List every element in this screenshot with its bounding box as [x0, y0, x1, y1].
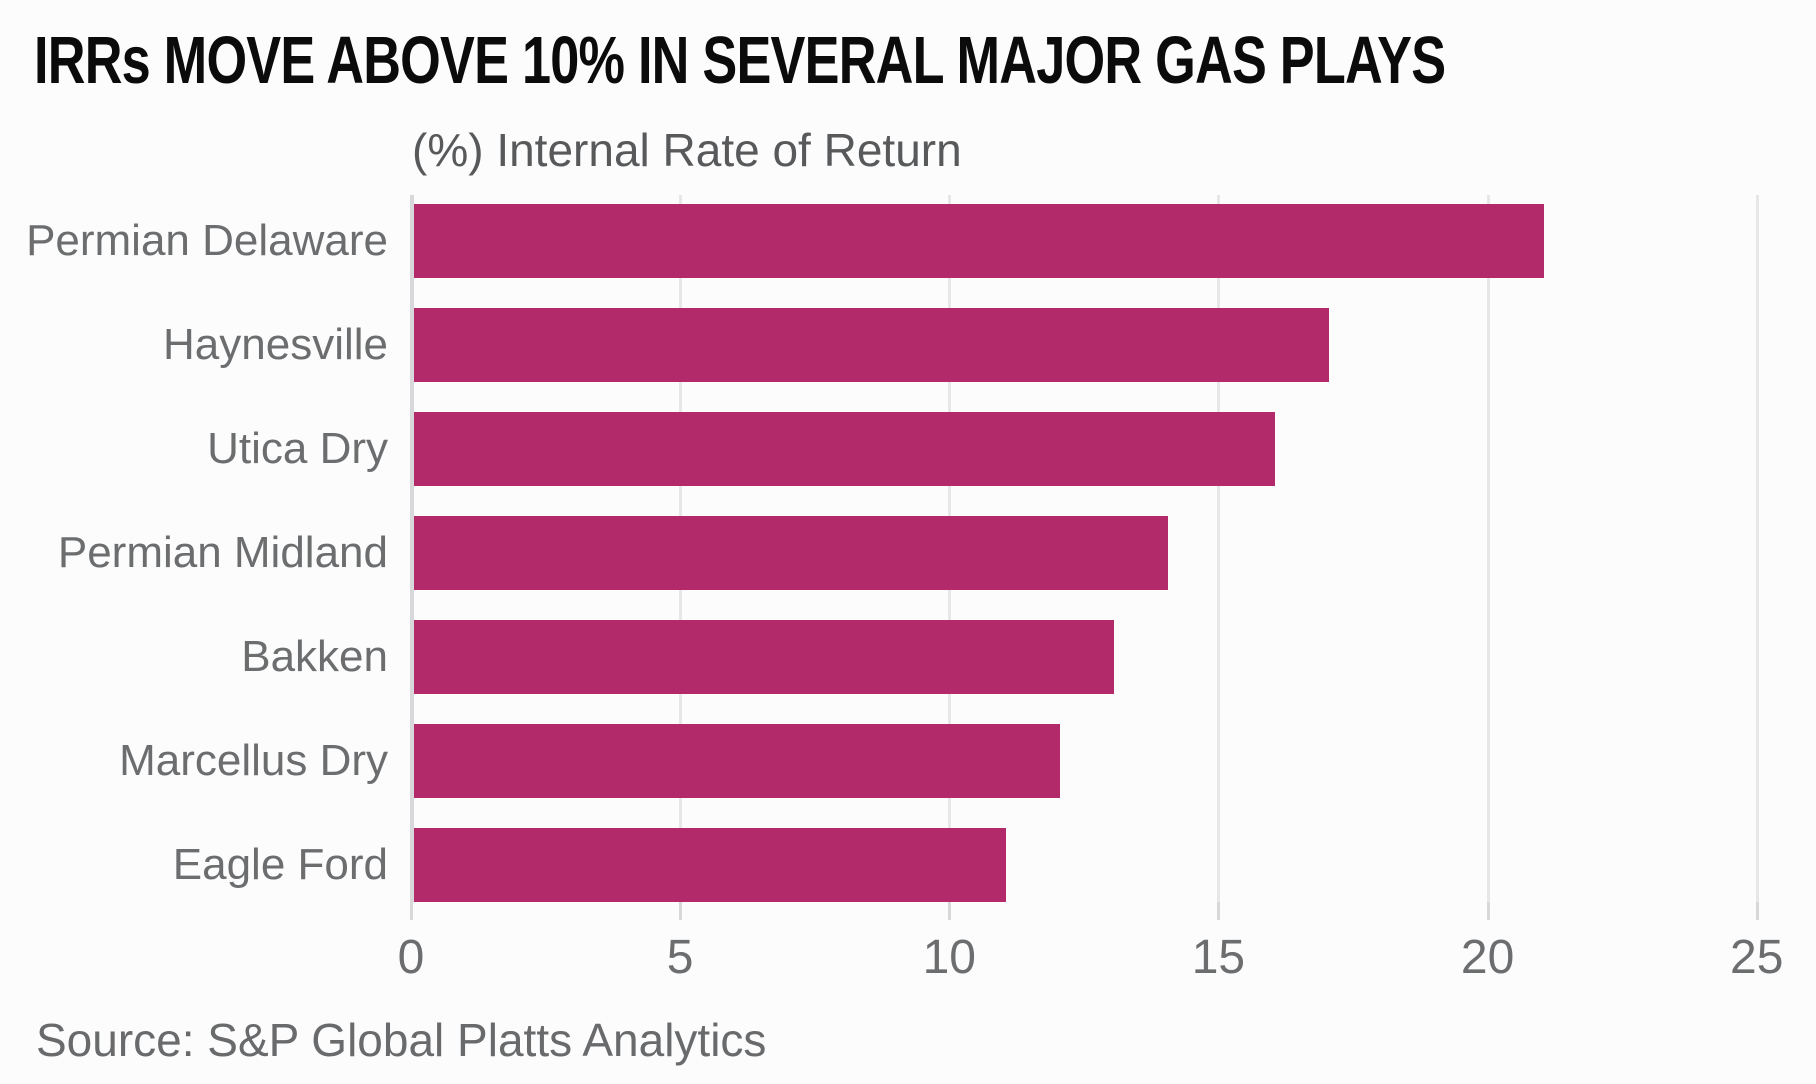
category-label-permian-midland: Permian Midland [57, 528, 388, 577]
tick-label-0: 0 [397, 931, 425, 984]
bar-utica-dry [414, 412, 1276, 486]
category-label-permian-delaware: Permian Delaware [26, 216, 388, 265]
category-label-utica-dry: Utica Dry [207, 424, 388, 473]
category-label-haynesville: Haynesville [163, 320, 388, 369]
tick-mark-20 [1486, 902, 1490, 920]
bar-eagle-ford [414, 828, 1007, 902]
category-label-eagle-ford: Eagle Ford [172, 840, 388, 889]
tick-label-15: 15 [1191, 931, 1246, 984]
category-label-marcellus-dry: Marcellus Dry [119, 736, 388, 785]
gridline-x-15 [1217, 195, 1221, 902]
tick-mark-10 [948, 902, 952, 920]
tick-label-5: 5 [666, 931, 694, 984]
source-note: Source: S&P Global Platts Analytics [36, 1014, 767, 1066]
bar-haynesville [414, 308, 1330, 382]
chart-title: IRRs MOVE ABOVE 10% IN SEVERAL MAJOR GAS… [34, 23, 1446, 98]
tick-label-10: 10 [922, 931, 976, 984]
bar-marcellus-dry [414, 724, 1060, 798]
tick-label-25: 25 [1730, 931, 1784, 984]
tick-label-20: 20 [1460, 931, 1515, 984]
category-label-bakken: Bakken [241, 632, 388, 681]
bar-permian-delaware [414, 204, 1545, 278]
tick-mark-25 [1755, 902, 1759, 920]
gridline-x-20 [1486, 195, 1490, 902]
gridline-x-25 [1755, 195, 1759, 902]
bar-bakken [414, 620, 1114, 694]
chart-subtitle: (%) Internal Rate of Return [412, 124, 962, 176]
tick-mark-15 [1217, 902, 1221, 920]
plot-area [410, 195, 1806, 902]
bar-permian-midland [414, 516, 1168, 590]
tick-mark-0 [410, 902, 413, 920]
tick-mark-5 [679, 902, 683, 920]
y-axis-line [410, 195, 414, 902]
